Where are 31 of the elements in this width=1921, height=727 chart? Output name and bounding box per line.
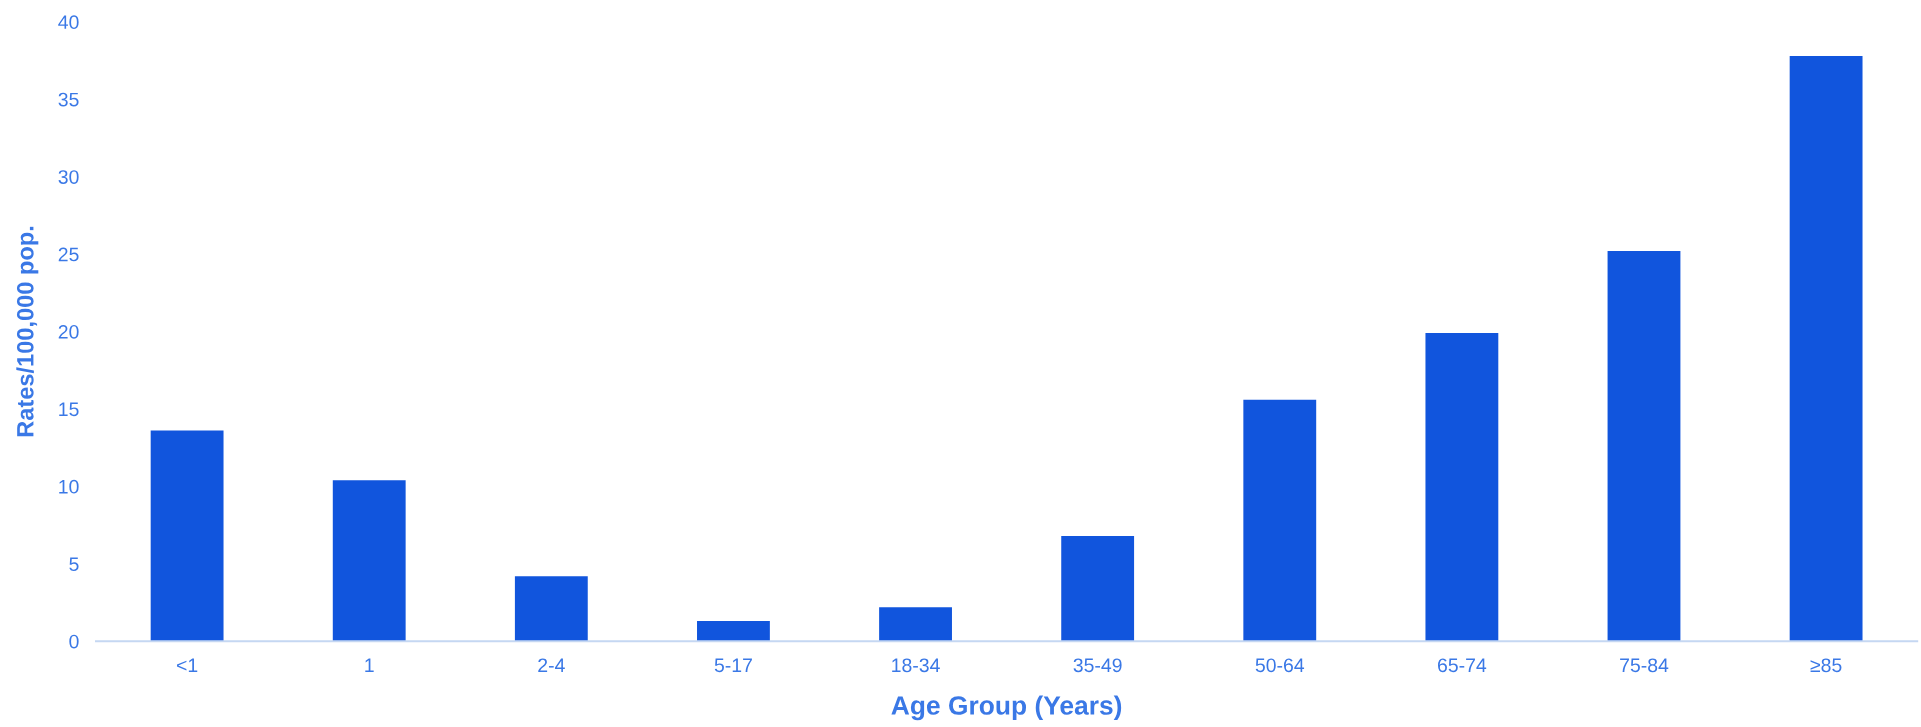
x-tick-label: ≥85 [1810, 658, 1842, 673]
x-tick-label: 65-74 [1438, 658, 1487, 673]
bar [332, 480, 406, 642]
x-tick-label: 1 [365, 658, 374, 672]
y-tick-label: 30 [58, 170, 79, 184]
y-tick-label: 15 [59, 402, 79, 417]
y-axis-title: Rates/100,000 pop. [16, 226, 39, 437]
x-tick-label: 18-34 [892, 658, 940, 673]
y-tick-label: 10 [59, 479, 79, 494]
x-tick-label: 75-84 [1620, 658, 1669, 673]
y-tick-label: 25 [58, 247, 79, 262]
x-axis-title: Age Group (Years) [891, 695, 1122, 721]
x-tick-label: <1 [176, 658, 198, 672]
bar [1061, 535, 1135, 642]
x-tick-label: 50-64 [1255, 658, 1305, 673]
x-tick-label: 35-49 [1073, 658, 1122, 673]
bar [879, 607, 952, 642]
y-tick-label: 35 [58, 92, 79, 107]
bar [1425, 333, 1499, 642]
bar [1789, 55, 1863, 642]
x-tick-label: 2-4 [538, 658, 565, 672]
x-tick-label: 5-17 [714, 658, 752, 673]
bar [697, 621, 770, 642]
y-tick-label: 20 [58, 324, 79, 339]
y-tick-label: 5 [69, 557, 79, 572]
bar [150, 430, 224, 642]
bar [514, 576, 588, 642]
bar [1243, 399, 1317, 642]
y-tick-label: 40 [58, 15, 79, 30]
bar [1607, 250, 1681, 642]
y-tick-label: 0 [69, 634, 79, 649]
